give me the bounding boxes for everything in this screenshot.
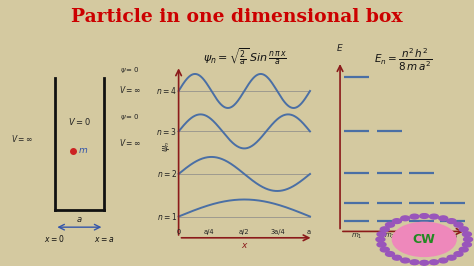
Circle shape — [410, 260, 419, 265]
Circle shape — [454, 252, 463, 256]
Circle shape — [392, 222, 456, 256]
Text: Particle in one dimensional box: Particle in one dimensional box — [71, 8, 403, 26]
Text: $\psi=0$: $\psi=0$ — [120, 112, 139, 122]
Text: $\psi_n$: $\psi_n$ — [161, 140, 172, 152]
Circle shape — [447, 255, 456, 260]
Circle shape — [459, 227, 468, 232]
Text: a: a — [306, 228, 310, 235]
Circle shape — [420, 214, 428, 218]
Text: a/4: a/4 — [204, 228, 215, 235]
Text: 0: 0 — [176, 228, 181, 235]
Text: $m_4$: $m_4$ — [447, 232, 459, 241]
Circle shape — [463, 242, 472, 247]
Circle shape — [392, 255, 401, 260]
Text: $\psi=0$: $\psi=0$ — [120, 65, 139, 75]
Circle shape — [401, 216, 410, 221]
Text: $x=a$: $x=a$ — [94, 235, 114, 244]
Text: $a$: $a$ — [76, 215, 82, 224]
Text: $\psi_n = \sqrt{\frac{2}{a}}\,Sin\,\frac{n\,\pi\,x}{a}$: $\psi_n = \sqrt{\frac{2}{a}}\,Sin\,\frac… — [203, 46, 287, 68]
Text: CW: CW — [413, 233, 436, 246]
Circle shape — [439, 258, 448, 263]
Text: $n=4$: $n=4$ — [156, 85, 177, 97]
Text: $V=\infty$: $V=\infty$ — [119, 137, 141, 148]
Text: $x$: $x$ — [241, 242, 249, 251]
Circle shape — [463, 232, 472, 236]
Circle shape — [429, 260, 438, 265]
Circle shape — [439, 216, 448, 221]
Circle shape — [447, 219, 456, 223]
Circle shape — [376, 237, 385, 242]
Text: $n=2$: $n=2$ — [156, 168, 177, 180]
Text: $n=1$: $n=1$ — [156, 211, 177, 222]
Text: 3a/4: 3a/4 — [270, 228, 285, 235]
Circle shape — [454, 222, 463, 227]
Circle shape — [380, 227, 389, 232]
Text: $n$: $n$ — [400, 239, 407, 248]
Text: $E_n = \dfrac{n^2\,h^2}{8\,m\,a^2}$: $E_n = \dfrac{n^2\,h^2}{8\,m\,a^2}$ — [374, 46, 432, 73]
Text: $E$: $E$ — [336, 42, 344, 53]
Circle shape — [410, 214, 419, 219]
Circle shape — [380, 247, 389, 252]
Text: $x=0$: $x=0$ — [44, 233, 65, 244]
Circle shape — [464, 237, 473, 242]
Circle shape — [385, 222, 394, 227]
Circle shape — [429, 214, 438, 219]
Text: $n=3$: $n=3$ — [156, 126, 177, 137]
Text: $m_1$: $m_1$ — [351, 232, 362, 241]
Text: $V=\infty$: $V=\infty$ — [11, 133, 33, 144]
Text: $m$: $m$ — [78, 146, 88, 155]
Circle shape — [377, 242, 386, 247]
Circle shape — [385, 252, 394, 256]
Circle shape — [420, 260, 428, 265]
Circle shape — [377, 232, 386, 236]
Circle shape — [401, 258, 410, 263]
Text: $V=0$: $V=0$ — [68, 116, 91, 127]
Text: $V=\infty$: $V=\infty$ — [119, 84, 141, 95]
Circle shape — [392, 219, 401, 223]
Text: $m_3$: $m_3$ — [415, 232, 427, 241]
Text: a/2: a/2 — [238, 228, 249, 235]
Text: $m_2$: $m_2$ — [384, 232, 395, 241]
Circle shape — [459, 247, 468, 252]
